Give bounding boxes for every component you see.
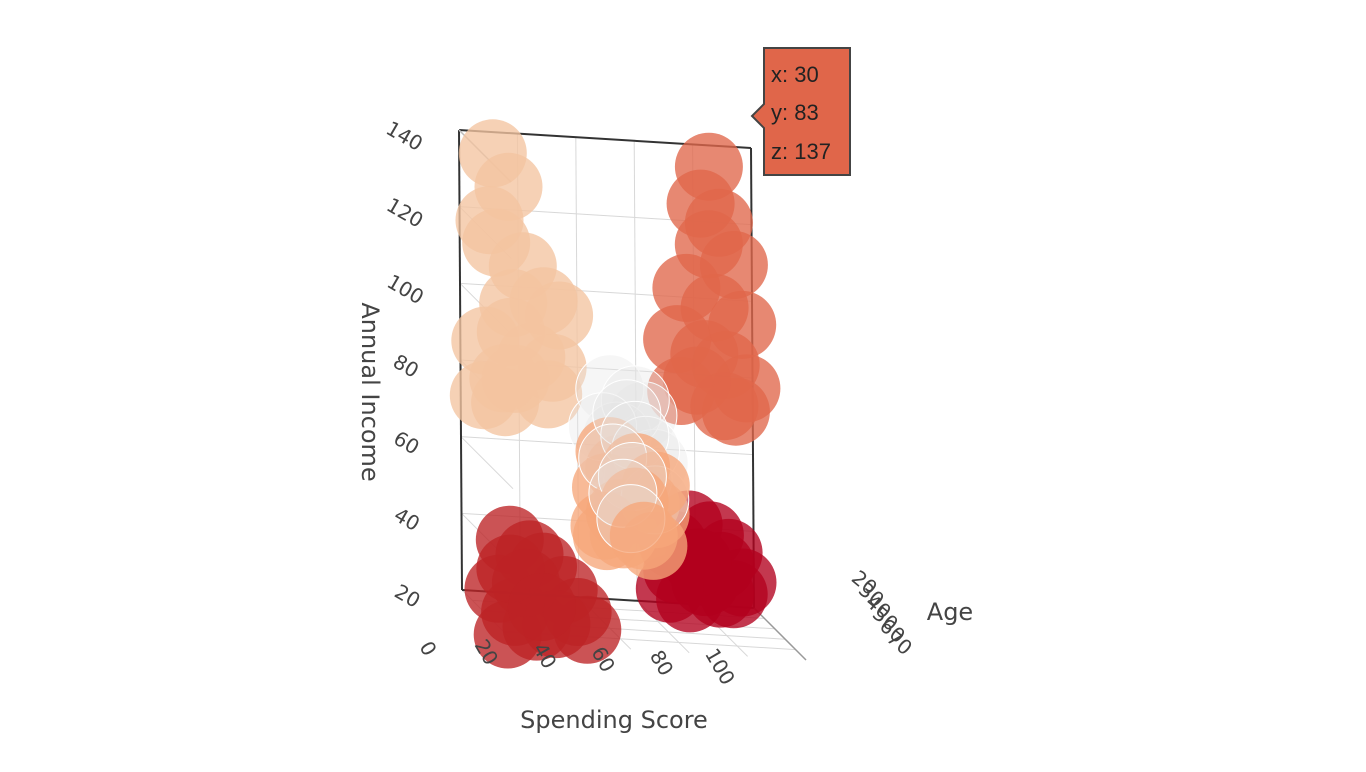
y-axis-title: Age xyxy=(927,598,973,626)
x-tick-label: 0 xyxy=(414,637,441,660)
tooltip-x-text: x: 30 xyxy=(771,62,819,87)
z-tick-label: 120 xyxy=(382,193,427,233)
z-tick-label: 100 xyxy=(383,269,428,309)
data-point-cluster-2[interactable] xyxy=(708,290,777,359)
x-tick-label: 100 xyxy=(700,644,740,689)
z-tick-label: 60 xyxy=(389,426,423,460)
tooltip-box xyxy=(750,47,851,176)
box-edge xyxy=(753,607,807,661)
data-point-cluster-2[interactable] xyxy=(674,210,743,279)
data-point-cluster-3[interactable] xyxy=(507,573,576,641)
x-axis-title: Spending Score xyxy=(520,706,708,734)
z-tick-label: 40 xyxy=(390,502,424,536)
data-point-cluster-5[interactable] xyxy=(609,501,678,570)
x-tick-label: 80 xyxy=(645,646,679,680)
data-point-cluster-1[interactable] xyxy=(469,344,538,413)
data-point-cluster-2[interactable] xyxy=(690,372,759,441)
tooltip-z-text: z: 137 xyxy=(771,139,831,164)
hover-tooltip: x: 30 y: 83 z: 137 xyxy=(750,47,851,176)
tooltip-y-text: y: 83 xyxy=(771,100,819,125)
z-tick-label: 140 xyxy=(382,116,427,156)
z-tick-label: 80 xyxy=(389,349,423,383)
data-point-cluster-1[interactable] xyxy=(458,119,527,188)
data-point-cluster-1[interactable] xyxy=(455,186,524,255)
z-tick-label: 20 xyxy=(390,579,424,613)
gridline-z xyxy=(460,436,514,490)
points-layer[interactable] xyxy=(449,119,781,669)
z-axis-title: Annual Income xyxy=(356,302,384,481)
